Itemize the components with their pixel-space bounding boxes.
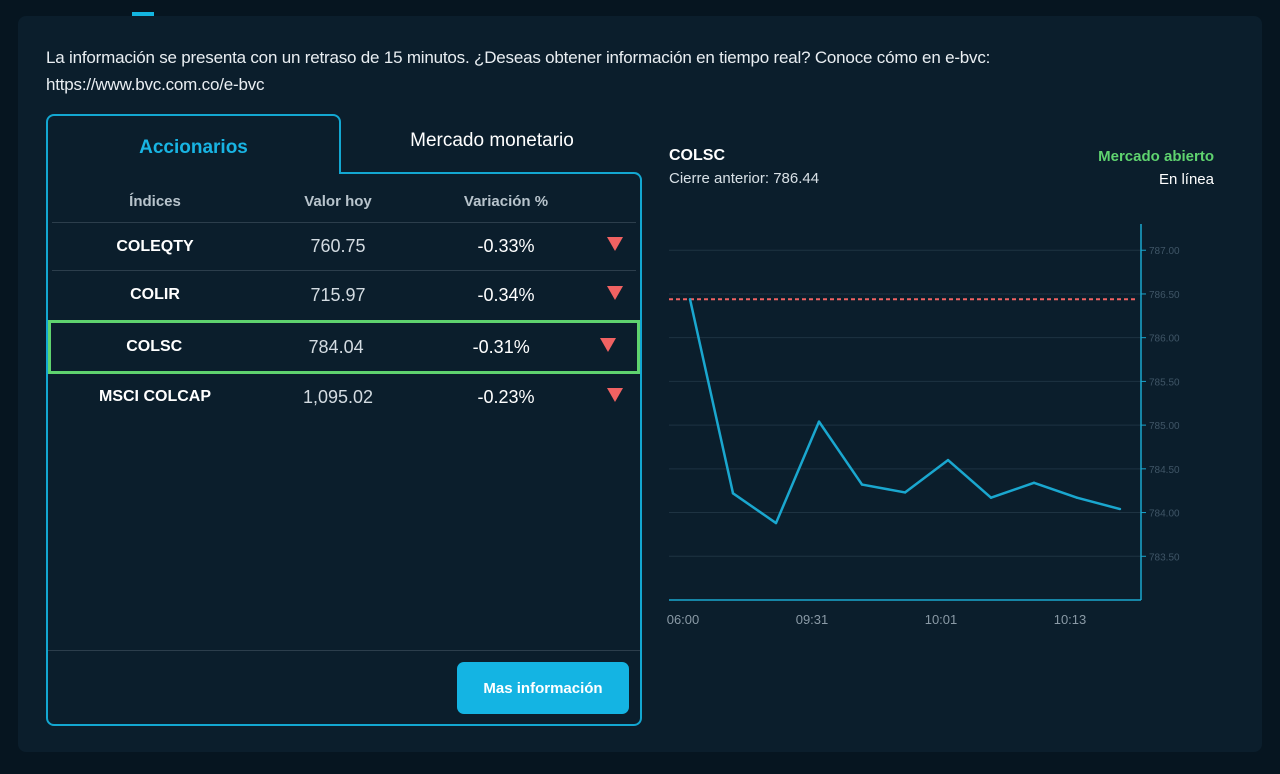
x-tick-label: 10:13 bbox=[1054, 612, 1087, 627]
data-point bbox=[688, 298, 692, 301]
divider bbox=[48, 650, 640, 651]
data-point bbox=[1075, 496, 1079, 499]
more-info-button[interactable]: Mas información bbox=[457, 662, 629, 714]
y-tick-label: 784.00 bbox=[1149, 509, 1180, 520]
x-tick-label: 09:31 bbox=[796, 612, 829, 627]
index-change: -0.34% bbox=[477, 284, 535, 305]
index-change: -0.31% bbox=[472, 336, 530, 357]
data-point bbox=[774, 521, 778, 525]
index-value: 784.04 bbox=[308, 336, 364, 357]
chart-symbol: COLSC bbox=[669, 147, 725, 164]
data-point bbox=[989, 496, 993, 499]
index-name: COLSC bbox=[126, 338, 183, 355]
data-point bbox=[731, 492, 735, 495]
delay-notice: La información se presenta con un retras… bbox=[46, 48, 991, 94]
table-row[interactable]: COLIR 715.97 -0.34% bbox=[52, 271, 636, 319]
index-name: COLEQTY bbox=[116, 237, 194, 255]
tab-accionarios[interactable]: Accionarios bbox=[46, 114, 341, 174]
table-row[interactable]: COLEQTY 760.75 -0.33% bbox=[52, 223, 636, 271]
price-line-chart: 787.00 786.50 786.00 785.50 785.00 784.50 784.… bbox=[667, 224, 1180, 627]
table-row-selected[interactable]: COLSC 784.04 -0.31% bbox=[48, 320, 640, 374]
index-value: 715.97 bbox=[310, 284, 366, 305]
data-point bbox=[903, 491, 907, 494]
index-name: MSCI COLCAP bbox=[99, 388, 211, 405]
index-change: -0.33% bbox=[477, 236, 535, 256]
y-tick-label: 785.50 bbox=[1149, 377, 1180, 388]
live-status: En línea bbox=[1158, 171, 1214, 188]
market-status: Mercado abierto bbox=[1098, 148, 1214, 165]
down-triangle-icon bbox=[600, 337, 617, 352]
y-tick-label: 784.50 bbox=[1149, 465, 1180, 476]
down-triangle-icon bbox=[607, 237, 623, 251]
indices-panel bbox=[46, 172, 642, 726]
y-tick-label: 785.00 bbox=[1149, 421, 1180, 432]
data-point bbox=[946, 458, 950, 462]
index-name: COLIR bbox=[130, 286, 180, 303]
previous-close: Cierre anterior: 786.44 bbox=[669, 170, 820, 187]
down-triangle-icon bbox=[607, 387, 623, 402]
data-point bbox=[860, 483, 864, 486]
header-valor-hoy: Valor hoy bbox=[304, 192, 372, 210]
x-tick-label: 06:00 bbox=[667, 612, 700, 627]
index-value: 760.75 bbox=[310, 236, 366, 256]
y-tick-label: 787.00 bbox=[1149, 246, 1180, 257]
tab-mercado-monetario[interactable]: Mercado monetario bbox=[410, 130, 574, 151]
header-variacion: Variación % bbox=[463, 192, 549, 210]
header-indices: Índices bbox=[129, 192, 181, 210]
top-tab-indicator bbox=[132, 12, 154, 16]
y-tick-label: 786.00 bbox=[1149, 334, 1180, 345]
down-triangle-icon bbox=[607, 285, 623, 300]
table-header: Índices Valor hoy Variación % bbox=[52, 180, 636, 223]
data-point bbox=[1032, 481, 1036, 485]
index-change: -0.23% bbox=[477, 386, 535, 407]
data-point bbox=[817, 420, 821, 423]
y-tick-label: 783.50 bbox=[1149, 552, 1180, 563]
y-tick-label: 786.50 bbox=[1149, 290, 1180, 301]
price-series-line bbox=[688, 298, 1121, 525]
data-point bbox=[1118, 507, 1122, 511]
x-tick-label: 10:01 bbox=[925, 612, 958, 627]
table-row[interactable]: MSCI COLCAP 1,095.02 -0.23% bbox=[52, 373, 636, 421]
index-value: 1,095.02 bbox=[302, 386, 374, 407]
